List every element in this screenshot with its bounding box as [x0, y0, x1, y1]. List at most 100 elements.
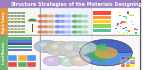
Bar — [120, 26, 121, 27]
Circle shape — [82, 25, 89, 28]
Bar — [8, 55, 17, 61]
Bar — [8, 25, 25, 27]
Circle shape — [20, 22, 22, 23]
Bar — [127, 13, 129, 14]
Circle shape — [82, 20, 89, 23]
Bar — [125, 22, 128, 23]
Wedge shape — [88, 43, 106, 62]
Circle shape — [37, 14, 44, 18]
Bar — [119, 15, 121, 16]
Circle shape — [42, 25, 50, 28]
Bar — [27, 55, 36, 61]
Circle shape — [51, 45, 60, 49]
Bar — [118, 32, 120, 33]
Ellipse shape — [30, 20, 35, 21]
Circle shape — [9, 25, 11, 26]
Circle shape — [20, 31, 22, 33]
Circle shape — [12, 22, 15, 23]
Ellipse shape — [32, 19, 36, 20]
Bar — [8, 46, 32, 48]
Circle shape — [72, 25, 79, 28]
Bar — [118, 12, 120, 13]
Circle shape — [65, 20, 72, 23]
Bar — [131, 14, 133, 15]
Circle shape — [63, 59, 69, 62]
Circle shape — [9, 15, 11, 17]
Bar — [118, 26, 120, 27]
Bar — [117, 31, 118, 32]
Circle shape — [43, 56, 62, 66]
Bar — [93, 29, 111, 32]
Circle shape — [60, 14, 67, 18]
Bar — [122, 28, 125, 29]
Bar — [40, 8, 92, 35]
Bar — [8, 21, 25, 23]
Bar — [121, 64, 125, 66]
Bar — [124, 21, 126, 23]
Circle shape — [42, 20, 50, 23]
Bar — [8, 12, 25, 14]
Circle shape — [65, 25, 72, 28]
Circle shape — [65, 45, 74, 50]
Bar — [18, 55, 27, 61]
Circle shape — [9, 31, 11, 33]
Bar — [8, 40, 32, 43]
Ellipse shape — [28, 19, 32, 20]
Circle shape — [16, 31, 19, 33]
Bar — [131, 21, 132, 22]
Bar — [130, 15, 132, 16]
Bar — [115, 28, 117, 29]
Circle shape — [73, 42, 97, 53]
Bar — [123, 32, 125, 34]
Bar — [127, 11, 129, 13]
Circle shape — [12, 31, 15, 33]
Bar — [8, 62, 17, 67]
Circle shape — [12, 12, 15, 14]
Bar — [8, 35, 40, 70]
Bar — [116, 25, 118, 26]
Bar — [27, 62, 36, 67]
Bar — [128, 30, 130, 32]
Bar — [124, 16, 127, 18]
Bar — [0, 0, 140, 8]
Wedge shape — [80, 53, 132, 66]
Bar — [126, 62, 130, 64]
Circle shape — [72, 30, 79, 34]
Circle shape — [9, 12, 11, 14]
Circle shape — [60, 20, 67, 23]
Bar — [127, 12, 129, 14]
Circle shape — [12, 15, 15, 17]
Bar — [93, 24, 111, 28]
Circle shape — [58, 41, 89, 57]
Circle shape — [20, 15, 22, 17]
Circle shape — [20, 19, 22, 20]
Ellipse shape — [30, 19, 34, 20]
Bar — [130, 64, 135, 66]
Ellipse shape — [27, 20, 31, 22]
Circle shape — [77, 30, 84, 34]
Circle shape — [16, 12, 19, 14]
Circle shape — [48, 14, 55, 18]
Bar — [133, 15, 135, 16]
Circle shape — [16, 15, 19, 17]
Bar — [8, 43, 32, 45]
Circle shape — [60, 25, 67, 28]
Circle shape — [54, 14, 61, 18]
Circle shape — [34, 40, 59, 53]
Bar — [8, 8, 40, 35]
Bar — [126, 30, 128, 31]
Circle shape — [12, 25, 15, 26]
Circle shape — [16, 28, 19, 29]
Bar — [130, 60, 135, 62]
Bar — [126, 64, 130, 66]
Bar — [134, 28, 136, 30]
Circle shape — [42, 14, 50, 18]
Bar — [127, 32, 128, 33]
Bar — [121, 57, 125, 59]
Bar — [93, 11, 111, 15]
Circle shape — [77, 20, 84, 23]
Circle shape — [42, 30, 50, 34]
Circle shape — [40, 43, 47, 47]
Circle shape — [82, 14, 89, 18]
Bar — [129, 14, 132, 16]
